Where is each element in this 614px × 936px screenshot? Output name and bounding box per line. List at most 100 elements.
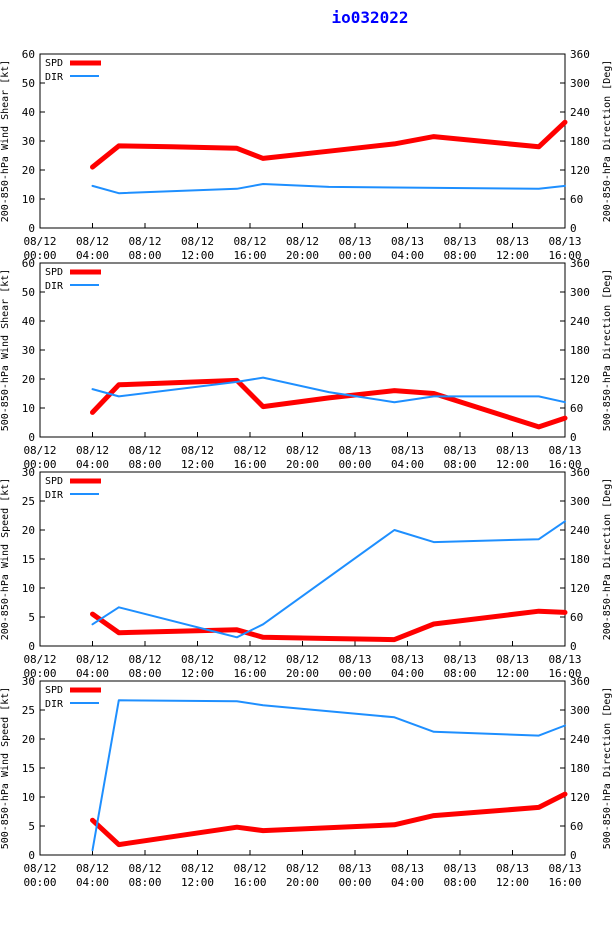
y-tick-label-left: 15 [22, 553, 35, 566]
y-tick-label-right: 120 [570, 582, 590, 595]
x-tick-label-time: 08:00 [128, 876, 161, 889]
y-tick-label-left: 0 [28, 431, 35, 444]
y-tick-label-right: 0 [570, 222, 577, 235]
x-tick-label-time: 16:00 [548, 876, 581, 889]
x-tick-label-date: 08/12 [286, 653, 319, 666]
chart-panel-1: 010203040506006012018024030036008/1200:0… [0, 48, 613, 262]
x-tick-label-date: 08/12 [128, 862, 161, 875]
x-tick-label-date: 08/13 [443, 862, 476, 875]
x-tick-label-date: 08/12 [286, 444, 319, 457]
x-tick-label-date: 08/13 [391, 862, 424, 875]
x-tick-label-time: 04:00 [391, 876, 424, 889]
x-tick-label-time: 16:00 [233, 876, 266, 889]
x-tick-label-date: 08/13 [391, 653, 424, 666]
y-tick-label-right: 0 [570, 849, 577, 862]
y-tick-label-right: 60 [570, 820, 583, 833]
y-tick-label-left: 15 [22, 762, 35, 775]
x-tick-label-time: 08:00 [128, 667, 161, 680]
x-tick-label-date: 08/13 [338, 235, 371, 248]
x-tick-label-date: 08/13 [496, 862, 529, 875]
y-tick-label-right: 120 [570, 164, 590, 177]
x-tick-label-time: 16:00 [548, 458, 581, 471]
x-tick-label-date: 08/13 [391, 444, 424, 457]
spd-series-line [90, 791, 568, 848]
y-tick-label-left: 60 [22, 257, 35, 270]
x-tick-label-date: 08/12 [286, 862, 319, 875]
dir-series-line [91, 183, 566, 195]
x-tick-label-date: 08/12 [76, 444, 109, 457]
x-tick-label-date: 08/12 [181, 862, 214, 875]
x-tick-label-time: 16:00 [233, 458, 266, 471]
x-tick-label-date: 08/13 [496, 444, 529, 457]
x-tick-label-time: 12:00 [496, 458, 529, 471]
y-axis-label-right: 500-850-hPa Direction [Deg] [602, 269, 613, 432]
x-tick-label-date: 08/12 [233, 862, 266, 875]
x-tick-label-time: 12:00 [181, 876, 214, 889]
x-tick-label-time: 12:00 [181, 249, 214, 262]
y-tick-label-right: 0 [570, 640, 577, 653]
legend-label-dir: DIR [45, 281, 64, 292]
x-tick-label-time: 08:00 [128, 249, 161, 262]
x-tick-label-date: 08/12 [128, 444, 161, 457]
y-tick-label-left: 40 [22, 315, 35, 328]
x-tick-label-date: 08/12 [23, 653, 56, 666]
x-tick-label-time: 20:00 [286, 667, 319, 680]
legend-label-spd: SPD [45, 267, 63, 278]
x-tick-label-date: 08/12 [181, 653, 214, 666]
dir-series-line [91, 520, 566, 639]
legend-label-spd: SPD [45, 58, 63, 69]
y-tick-label-left: 20 [22, 733, 35, 746]
y-tick-label-left: 5 [28, 611, 35, 624]
legend-label-dir: DIR [45, 72, 64, 83]
dir-series-line [91, 699, 566, 852]
x-tick-label-date: 08/12 [128, 653, 161, 666]
x-tick-label-time: 00:00 [338, 876, 371, 889]
x-tick-label-time: 00:00 [338, 667, 371, 680]
y-tick-label-right: 300 [570, 495, 590, 508]
x-tick-label-date: 08/13 [338, 653, 371, 666]
x-tick-label-time: 00:00 [338, 458, 371, 471]
y-tick-label-right: 180 [570, 762, 590, 775]
x-tick-label-time: 04:00 [76, 876, 109, 889]
y-tick-label-right: 60 [570, 611, 583, 624]
legend-label-dir: DIR [45, 699, 64, 710]
chart-panel-2: 010203040506006012018024030036008/1200:0… [0, 257, 613, 471]
x-tick-label-date: 08/12 [128, 235, 161, 248]
y-tick-label-left: 30 [22, 466, 35, 479]
y-tick-label-right: 240 [570, 733, 590, 746]
y-tick-label-left: 60 [22, 48, 35, 61]
y-tick-label-left: 10 [22, 193, 35, 206]
y-tick-label-left: 25 [22, 704, 35, 717]
y-tick-label-right: 180 [570, 553, 590, 566]
x-tick-label-time: 08:00 [443, 876, 476, 889]
x-tick-label-time: 12:00 [496, 876, 529, 889]
x-tick-label-time: 12:00 [496, 667, 529, 680]
y-tick-label-right: 360 [570, 466, 590, 479]
x-tick-label-time: 04:00 [76, 249, 109, 262]
y-tick-label-right: 180 [570, 344, 590, 357]
x-tick-label-date: 08/12 [181, 444, 214, 457]
x-tick-label-date: 08/12 [233, 653, 266, 666]
y-tick-label-left: 0 [28, 849, 35, 862]
y-tick-label-left: 30 [22, 675, 35, 688]
chart-panel-4: 05101520253006012018024030036008/1200:00… [0, 675, 613, 889]
y-tick-label-right: 120 [570, 791, 590, 804]
x-tick-label-date: 08/13 [548, 444, 581, 457]
x-tick-label-time: 00:00 [23, 667, 56, 680]
y-tick-label-left: 30 [22, 135, 35, 148]
x-tick-label-date: 08/13 [496, 653, 529, 666]
chart-title: io032022 [331, 8, 409, 27]
y-tick-label-right: 0 [570, 431, 577, 444]
y-tick-label-right: 120 [570, 373, 590, 386]
x-tick-label-time: 08:00 [128, 458, 161, 471]
x-tick-label-date: 08/12 [23, 235, 56, 248]
x-tick-label-time: 16:00 [233, 667, 266, 680]
y-axis-label-right: 200-850-hPa Direction [Deg] [602, 478, 613, 641]
x-tick-label-date: 08/13 [391, 235, 424, 248]
y-tick-label-left: 10 [22, 402, 35, 415]
y-tick-label-left: 0 [28, 222, 35, 235]
spd-series-line [90, 119, 568, 170]
y-tick-label-left: 20 [22, 373, 35, 386]
y-tick-label-right: 300 [570, 77, 590, 90]
x-tick-label-date: 08/13 [496, 235, 529, 248]
